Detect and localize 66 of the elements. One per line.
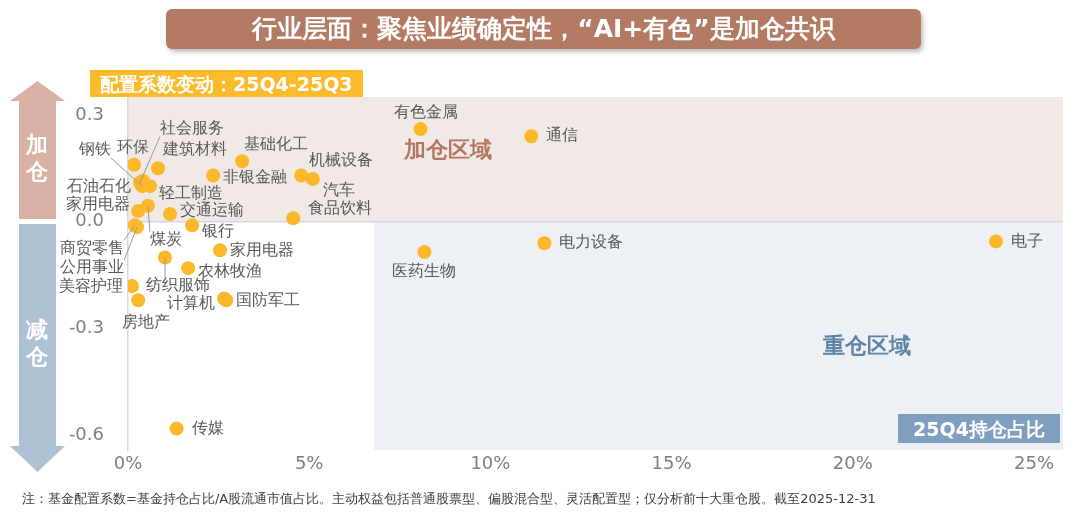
point [206,168,221,183]
text: 社会服务 [159,117,224,137]
x-tick-label: 15% [651,452,692,474]
series-label: 通信 [546,125,579,145]
series-label: 汽车 [322,180,355,200]
x-tick-label: 20% [832,452,873,474]
point [294,168,309,183]
series-label: 有色金属 [394,102,459,122]
text: 加仓 [25,131,49,185]
point [417,245,432,260]
heading-tag: 配置系数变动：25Q4-25Q3 [90,70,363,97]
series-label: 建筑材料 [162,139,228,159]
point [524,129,539,144]
point [235,154,250,169]
series-label: 基础化工 [244,134,309,154]
series-label: 石油石化 [66,175,131,195]
series-label: 计算机 [167,292,216,312]
point [286,211,301,226]
title-banner: 行业层面：聚焦业绩确定性，“AI+有色”是加仓共识 [166,9,921,49]
point [181,261,196,276]
series-label: 传媒 [191,417,224,437]
y-tick-label: -0.3 [68,316,104,338]
series-label: 银行 [201,220,235,240]
text: 注：基金配置系数=基金持仓占比/A股流通市值占比。主动权益包括普通股票型、偏股混合型、灵活配置型；仅分析前十大重仓股。截至2025-12-31 [22,491,876,507]
series-label: 电力设备 [559,232,624,252]
series-label: 交通运输 [180,200,245,220]
x-tick-label: 0% [113,452,143,474]
series-label: 机械设备 [309,149,374,169]
point [185,218,200,233]
chart-title: 行业层面：聚焦业绩确定性，“AI+有色”是加仓共识 [252,14,835,44]
series-label: 电子 [1010,230,1043,250]
series-label: 食品饮料 [308,198,373,218]
text: 减仓 [25,316,49,370]
text: 钢铁 [78,139,112,159]
point [131,293,146,308]
point [213,243,228,258]
axis-tag: 25Q4持仓占比 [898,414,1060,443]
x-tick-label: 10% [470,452,511,474]
band-label: 加仓区域 [402,137,492,163]
point [413,122,428,137]
series-label: 医药生物 [392,261,457,281]
series-label: 国防军工 [236,290,301,310]
point [305,172,320,187]
series-label: 环保 [117,136,150,156]
series-label: 美容护理 [58,276,123,296]
point [169,421,184,436]
series-label: 公用事业 [60,257,125,277]
series-label: 轻工制造 [159,183,224,203]
point [131,204,146,219]
point [151,161,166,176]
x-tick-label: 25% [1014,452,1055,474]
point [537,236,552,251]
y-tick-label: -0.6 [68,423,104,445]
series-label: 商贸零售 [59,237,124,257]
series-label: 非银金融 [223,166,288,186]
band-label: 重仓区域 [821,333,911,359]
y-tick-label: 0.3 [75,102,104,124]
x-axis-title: 25Q4持仓占比 [913,416,1045,441]
point [163,206,178,221]
point [128,157,142,172]
series-label: 家用电器 [66,194,131,214]
series-label: 家用电器 [230,240,295,260]
point [988,234,1003,249]
series-label: 房地产 [122,312,171,332]
x-tick-label: 5% [294,452,324,474]
series-label: 煤炭 [149,228,182,248]
